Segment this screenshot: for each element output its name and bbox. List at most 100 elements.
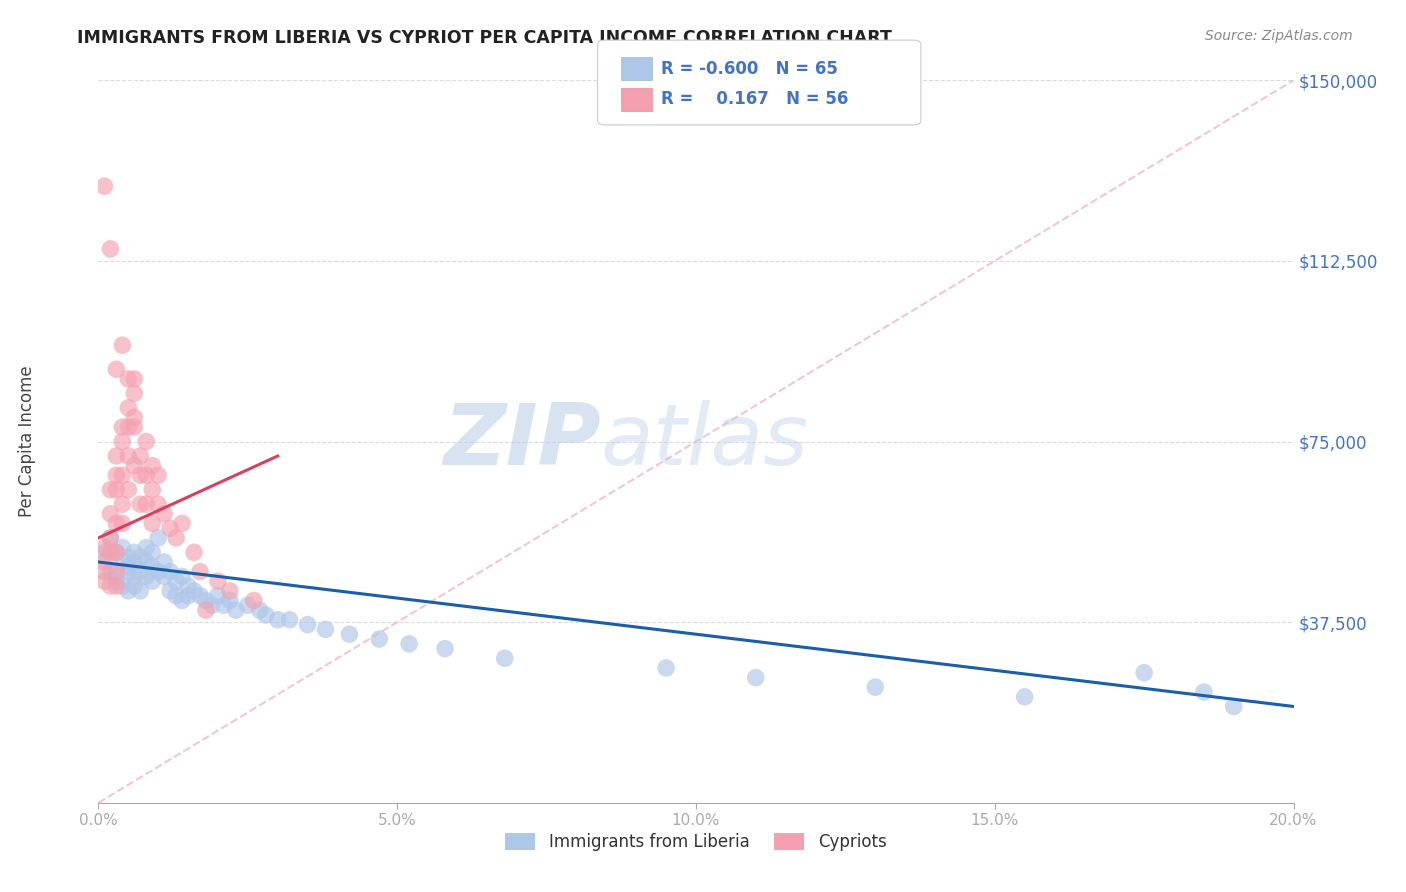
Point bbox=[195, 593, 218, 607]
Point bbox=[117, 420, 139, 434]
Point bbox=[111, 468, 134, 483]
Point bbox=[141, 559, 163, 574]
Point bbox=[177, 579, 200, 593]
Point bbox=[93, 555, 115, 569]
Point bbox=[105, 483, 128, 497]
Point bbox=[339, 627, 361, 641]
Point bbox=[98, 483, 122, 497]
Point bbox=[105, 449, 128, 463]
Point bbox=[135, 555, 157, 569]
Point bbox=[195, 603, 218, 617]
Point bbox=[278, 613, 301, 627]
Point bbox=[1133, 665, 1156, 680]
Point bbox=[117, 550, 139, 565]
Point bbox=[494, 651, 516, 665]
Point bbox=[188, 565, 211, 579]
Point bbox=[98, 545, 122, 559]
Point bbox=[129, 565, 152, 579]
Point bbox=[368, 632, 391, 646]
Point bbox=[141, 545, 163, 559]
Point bbox=[98, 242, 122, 256]
Point bbox=[165, 589, 187, 603]
Point bbox=[236, 599, 259, 613]
Point bbox=[93, 574, 115, 589]
Y-axis label: Per Capita Income: Per Capita Income bbox=[18, 366, 37, 517]
Point bbox=[93, 179, 115, 194]
Point bbox=[188, 589, 211, 603]
Point bbox=[172, 569, 194, 583]
Point bbox=[105, 468, 128, 483]
Point bbox=[129, 583, 152, 598]
Point bbox=[165, 574, 187, 589]
Point bbox=[148, 468, 170, 483]
Point bbox=[124, 545, 146, 559]
Point bbox=[105, 516, 128, 531]
Point bbox=[254, 607, 277, 622]
Point bbox=[135, 541, 157, 555]
Point bbox=[124, 579, 146, 593]
Point bbox=[117, 583, 139, 598]
Text: IMMIGRANTS FROM LIBERIA VS CYPRIOT PER CAPITA INCOME CORRELATION CHART: IMMIGRANTS FROM LIBERIA VS CYPRIOT PER C… bbox=[77, 29, 893, 46]
Point bbox=[129, 468, 152, 483]
Point bbox=[135, 569, 157, 583]
Point bbox=[111, 555, 134, 569]
Text: ZIP: ZIP bbox=[443, 400, 600, 483]
Point bbox=[111, 434, 134, 449]
Point bbox=[153, 555, 176, 569]
Point bbox=[219, 593, 242, 607]
Point bbox=[124, 420, 146, 434]
Point bbox=[105, 545, 128, 559]
Point bbox=[135, 468, 157, 483]
Point bbox=[165, 531, 187, 545]
Point bbox=[148, 531, 170, 545]
Point bbox=[159, 565, 181, 579]
Point bbox=[117, 372, 139, 386]
Point bbox=[153, 507, 176, 521]
Point bbox=[1014, 690, 1036, 704]
Point bbox=[745, 671, 768, 685]
Point bbox=[655, 661, 678, 675]
Point bbox=[111, 516, 134, 531]
Point bbox=[207, 574, 229, 589]
Point bbox=[111, 541, 134, 555]
Point bbox=[129, 449, 152, 463]
Point bbox=[105, 574, 128, 589]
Text: atlas: atlas bbox=[600, 400, 808, 483]
Point bbox=[117, 559, 139, 574]
Point bbox=[865, 680, 887, 694]
Point bbox=[111, 338, 134, 352]
Point bbox=[117, 483, 139, 497]
Point bbox=[105, 579, 128, 593]
Point bbox=[117, 401, 139, 415]
Point bbox=[153, 569, 176, 583]
Point bbox=[297, 617, 319, 632]
Point bbox=[93, 545, 115, 559]
Point bbox=[141, 483, 163, 497]
Point bbox=[111, 497, 134, 511]
Point bbox=[98, 507, 122, 521]
Point bbox=[177, 589, 200, 603]
Point bbox=[98, 531, 122, 545]
Point bbox=[124, 569, 146, 583]
Point bbox=[129, 497, 152, 511]
Point bbox=[124, 386, 146, 401]
Point bbox=[117, 565, 139, 579]
Point bbox=[159, 583, 181, 598]
Point bbox=[124, 555, 146, 569]
Point bbox=[93, 565, 115, 579]
Point bbox=[141, 574, 163, 589]
Point bbox=[212, 599, 235, 613]
Point bbox=[267, 613, 290, 627]
Legend: Immigrants from Liberia, Cypriots: Immigrants from Liberia, Cypriots bbox=[498, 825, 894, 860]
Point bbox=[135, 434, 157, 449]
Point bbox=[93, 541, 115, 555]
Text: R =    0.167   N = 56: R = 0.167 N = 56 bbox=[661, 90, 848, 108]
Point bbox=[398, 637, 420, 651]
Point bbox=[105, 362, 128, 376]
Point bbox=[315, 623, 337, 637]
Point bbox=[124, 458, 146, 473]
Point bbox=[249, 603, 271, 617]
Point bbox=[111, 579, 134, 593]
Point bbox=[124, 410, 146, 425]
Text: Source: ZipAtlas.com: Source: ZipAtlas.com bbox=[1205, 29, 1353, 43]
